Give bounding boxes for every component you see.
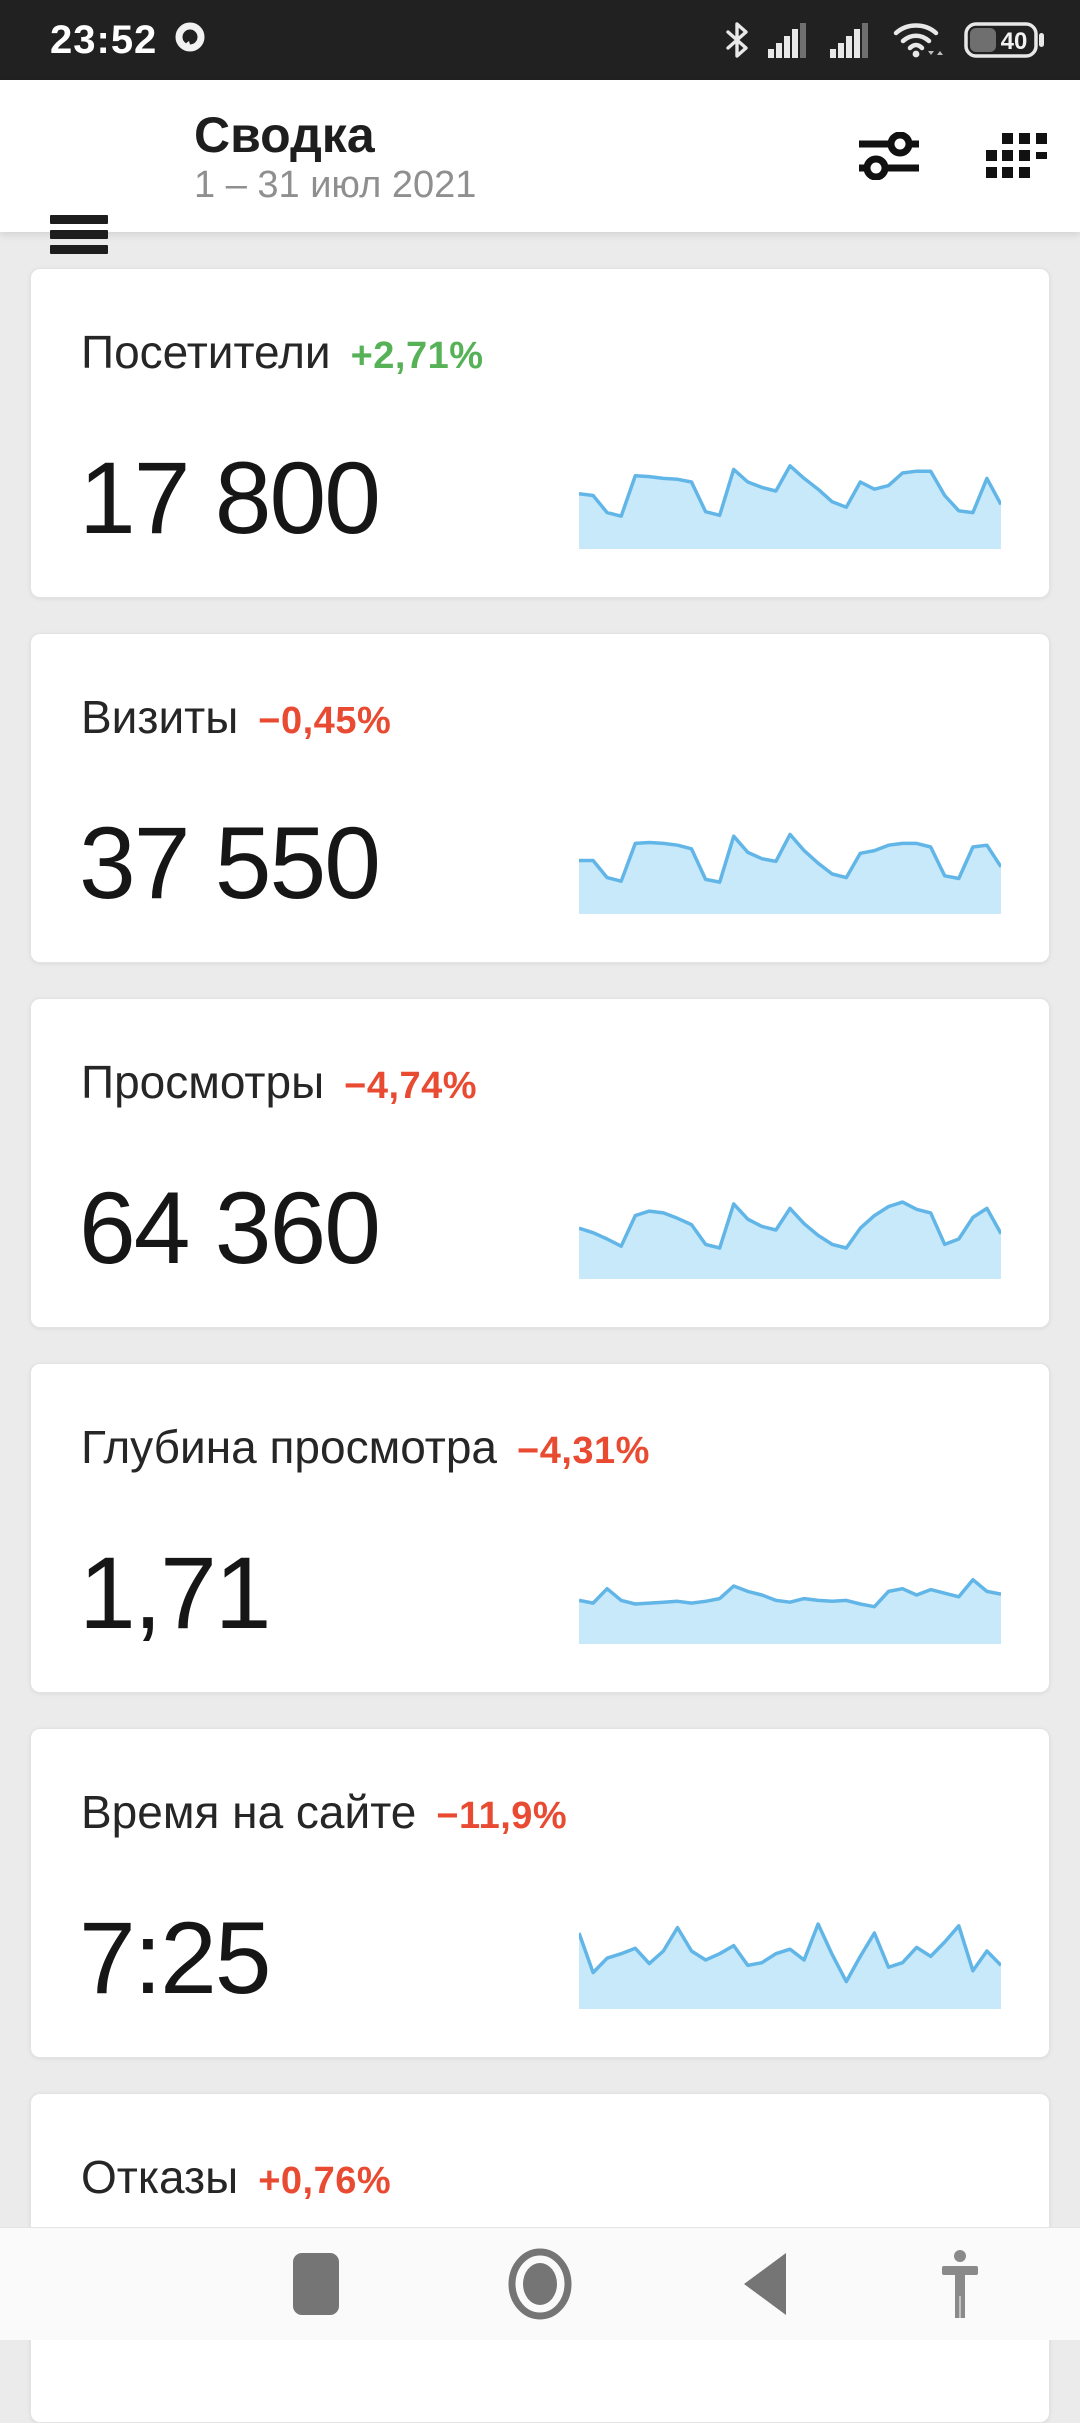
metric-value: 37 550 [79,806,381,920]
recents-button[interactable] [256,2228,376,2340]
metric-card-depth[interactable]: Глубина просмотра −4,31% 1,71 [30,1363,1050,1693]
metric-delta: −4,31% [517,1430,650,1472]
date-range[interactable]: 1 – 31 июл 2021 [194,164,477,206]
metric-delta: +0,76% [258,2160,392,2202]
notification-bubble-icon [173,21,207,60]
status-time: 23:52 [50,17,158,62]
status-bar: 23:52 [0,0,1080,80]
metric-title: Просмотры [81,1056,325,1108]
back-button[interactable] [704,2228,824,2340]
metric-value: 1,71 [79,1536,272,1650]
metric-title: Посетители [81,326,331,378]
metric-card-pageviews[interactable]: Просмотры −4,74% 64 360 [30,998,1050,1328]
sparkline-chart [579,1181,1001,1279]
wifi-icon [892,19,946,61]
bluetooth-icon [724,20,750,60]
page-title: Сводка [194,107,375,163]
accessibility-button[interactable] [900,2228,1020,2340]
metric-title: Глубина просмотра [81,1421,497,1473]
metric-card-visits[interactable]: Визиты −0,45% 37 550 [30,633,1050,963]
metric-value: 17 800 [79,441,381,555]
app-header: Сводка 1 – 31 июл 2021 [0,80,1080,254]
metric-delta: +2,71% [350,335,484,377]
metric-title: Время на сайте [81,1786,417,1838]
home-button[interactable] [480,2228,600,2340]
metric-title: Визиты [81,691,239,743]
battery-icon: 40 [964,20,1046,60]
metric-delta: −0,45% [258,700,392,742]
cell-signal-icon [768,21,812,59]
metric-card-time-on-site[interactable]: Время на сайте −11,9% 7:25 [30,1728,1050,2058]
metric-delta: −4,74% [344,1065,478,1107]
widgets-grid-icon[interactable] [984,123,1050,189]
metric-title: Отказы [81,2151,239,2203]
android-nav-bar [0,2227,1080,2340]
metric-card-visitors[interactable]: Посетители +2,71% 17 800 [30,268,1050,598]
sparkline-chart [579,1911,1001,2009]
metric-value: 7:25 [79,1901,272,2015]
summary-card-list: Посетители +2,71% 17 800 Визиты −0,45% 3… [0,232,1080,2423]
filters-icon[interactable] [856,123,922,189]
menu-icon[interactable] [50,215,108,254]
sparkline-chart [579,816,1001,914]
svg-text:40: 40 [1001,28,1028,55]
cell-signal-icon [830,21,874,59]
sparkline-chart [579,1546,1001,1644]
sparkline-chart [579,451,1001,549]
metric-value: 64 360 [79,1171,381,1285]
metric-delta: −11,9% [436,1795,568,1837]
